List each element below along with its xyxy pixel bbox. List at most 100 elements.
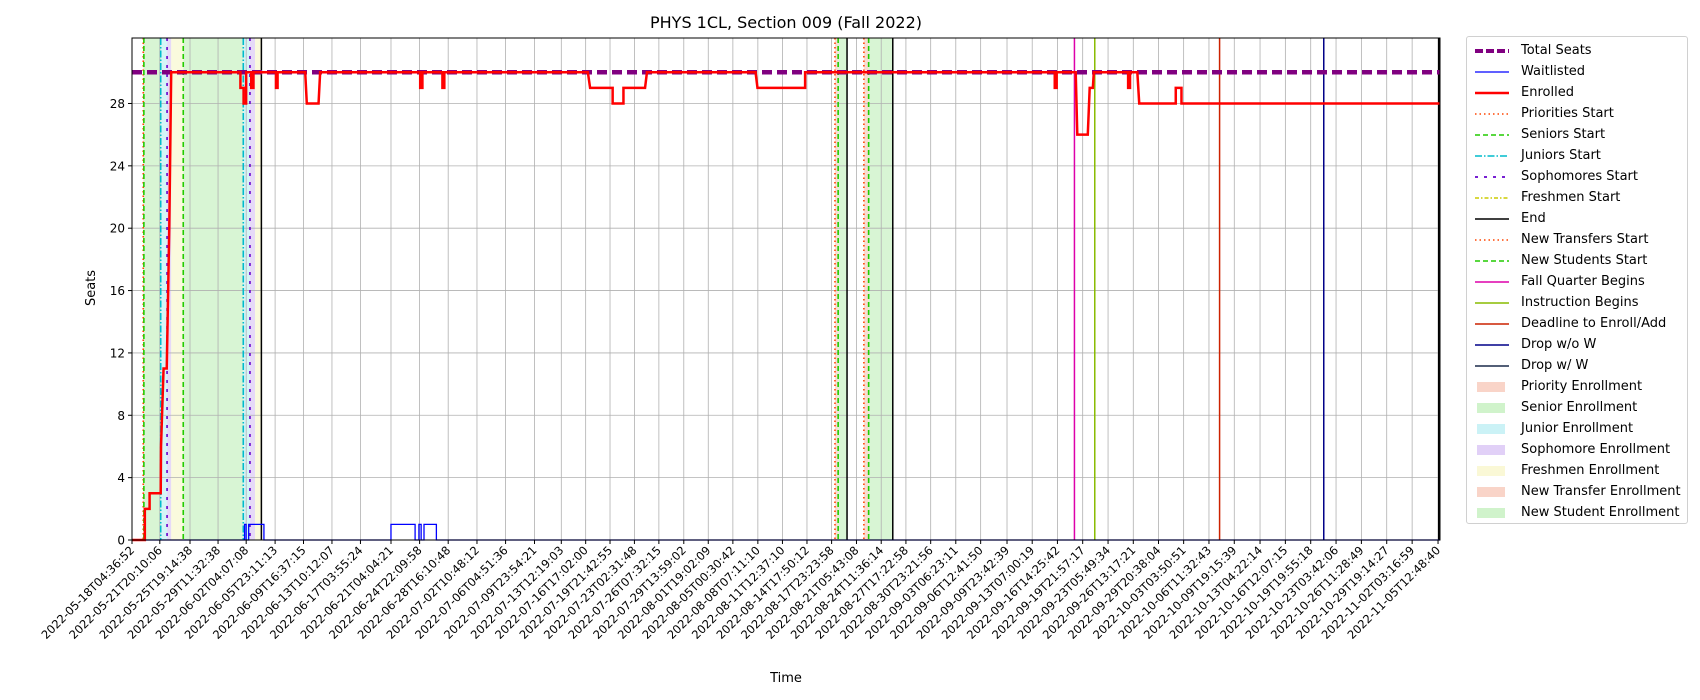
enrollment-chart: PHYS 1CL, Section 009 (Fall 2022) Seats … bbox=[38, 13, 1443, 686]
chart-legend: Total Seats Waitlisted Enrolled Priorities … bbox=[1466, 36, 1688, 524]
legend-swatch bbox=[1475, 280, 1509, 283]
data-series bbox=[132, 70, 1440, 542]
span-senior-enrollment bbox=[838, 38, 848, 540]
legend-swatch bbox=[1475, 322, 1509, 325]
series-enrolled bbox=[132, 71, 1440, 542]
legend-item: Sophomores Start bbox=[1467, 166, 1687, 187]
span-junior-enrollment bbox=[243, 38, 250, 540]
legend-swatch bbox=[1475, 196, 1509, 199]
legend-label: Waitlisted bbox=[1521, 64, 1586, 79]
legend-item: Freshmen Enrollment bbox=[1467, 460, 1687, 481]
enrollment-period-spans bbox=[143, 38, 893, 540]
legend-label: End bbox=[1521, 211, 1546, 226]
x-axis-label: Time bbox=[769, 671, 802, 686]
x-axis-ticks: 2022-05-18T04:36:522022-05-21T20:10:0620… bbox=[38, 540, 1443, 642]
legend-swatch bbox=[1475, 217, 1509, 220]
legend-item: New Transfers Start bbox=[1467, 229, 1687, 250]
y-tick-label: 0 bbox=[117, 534, 125, 548]
legend-label: Enrolled bbox=[1521, 85, 1574, 100]
y-tick-label: 16 bbox=[110, 284, 125, 298]
legend-item: Total Seats bbox=[1467, 40, 1687, 61]
y-tick-label: 20 bbox=[110, 222, 125, 236]
legend-swatch bbox=[1477, 381, 1505, 392]
legend-label: Instruction Begins bbox=[1521, 295, 1639, 310]
legend-swatch bbox=[1477, 402, 1505, 413]
legend-swatch bbox=[1475, 154, 1509, 157]
legend-label: Juniors Start bbox=[1521, 148, 1601, 163]
y-tick-label: 28 bbox=[110, 97, 125, 111]
legend-item: Fall Quarter Begins bbox=[1467, 271, 1687, 292]
legend-item: Drop w/ W bbox=[1467, 355, 1687, 376]
legend-item: Priorities Start bbox=[1467, 103, 1687, 124]
legend-label: Drop w/o W bbox=[1521, 337, 1597, 352]
span-junior-enrollment bbox=[160, 38, 168, 540]
y-tick-label: 24 bbox=[110, 159, 125, 173]
span-priority-enrollment bbox=[834, 38, 839, 540]
legend-item: Instruction Begins bbox=[1467, 292, 1687, 313]
legend-label: New Transfers Start bbox=[1521, 232, 1649, 247]
legend-item: Seniors Start bbox=[1467, 124, 1687, 145]
event-lines bbox=[142, 38, 1440, 540]
legend-label: Deadline to Enroll/Add bbox=[1521, 316, 1667, 331]
chart-title: PHYS 1CL, Section 009 (Fall 2022) bbox=[650, 13, 922, 32]
legend-swatch bbox=[1475, 48, 1509, 53]
legend-swatch bbox=[1475, 259, 1509, 262]
span-new-student-enrollment bbox=[868, 38, 893, 540]
legend-item: Juniors Start bbox=[1467, 145, 1687, 166]
y-tick-label: 12 bbox=[110, 346, 125, 360]
legend-label: Freshmen Start bbox=[1521, 190, 1621, 205]
legend-swatch bbox=[1475, 238, 1509, 241]
legend-item: Senior Enrollment bbox=[1467, 397, 1687, 418]
legend-item: End bbox=[1467, 208, 1687, 229]
legend-label: New Student Enrollment bbox=[1521, 505, 1680, 520]
legend-swatch bbox=[1477, 486, 1505, 497]
legend-label: Freshmen Enrollment bbox=[1521, 463, 1660, 478]
legend-label: Priority Enrollment bbox=[1521, 379, 1643, 394]
legend-item: Enrolled bbox=[1467, 82, 1687, 103]
legend-swatch bbox=[1477, 465, 1505, 476]
legend-swatch bbox=[1475, 301, 1509, 304]
legend-item: New Student Enrollment bbox=[1467, 502, 1687, 523]
span-freshmen-enrollment bbox=[171, 38, 184, 540]
legend-swatch bbox=[1475, 343, 1509, 346]
legend-swatch bbox=[1477, 507, 1505, 518]
legend-swatch bbox=[1477, 444, 1505, 455]
y-axis-label: Seats bbox=[84, 270, 99, 306]
legend-item: Priority Enrollment bbox=[1467, 376, 1687, 397]
legend-swatch bbox=[1475, 70, 1509, 73]
legend-swatch bbox=[1475, 175, 1509, 178]
legend-swatch bbox=[1475, 133, 1509, 136]
legend-swatch bbox=[1475, 112, 1509, 115]
legend-label: Drop w/ W bbox=[1521, 358, 1589, 373]
span-senior-enrollment bbox=[143, 38, 161, 540]
legend-label: Total Seats bbox=[1521, 43, 1592, 58]
legend-item: Deadline to Enroll/Add bbox=[1467, 313, 1687, 334]
legend-label: Senior Enrollment bbox=[1521, 400, 1638, 415]
legend-swatch bbox=[1477, 423, 1505, 434]
legend-item: Waitlisted bbox=[1467, 61, 1687, 82]
y-tick-label: 8 bbox=[117, 409, 125, 423]
legend-item: New Students Start bbox=[1467, 250, 1687, 271]
legend-item: Drop w/o W bbox=[1467, 334, 1687, 355]
legend-label: Fall Quarter Begins bbox=[1521, 274, 1645, 289]
series-waitlisted bbox=[132, 523, 1440, 541]
span-new-transfer-enrollment bbox=[863, 38, 869, 540]
legend-label: New Students Start bbox=[1521, 253, 1648, 268]
legend-label: Priorities Start bbox=[1521, 106, 1614, 121]
grid-lines bbox=[131, 38, 1440, 541]
legend-item: Junior Enrollment bbox=[1467, 418, 1687, 439]
legend-item: Sophomore Enrollment bbox=[1467, 439, 1687, 460]
legend-item: New Transfer Enrollment bbox=[1467, 481, 1687, 502]
legend-label: Seniors Start bbox=[1521, 127, 1606, 142]
legend-label: Junior Enrollment bbox=[1521, 421, 1634, 436]
plot-frame bbox=[131, 37, 1441, 541]
legend-label: New Transfer Enrollment bbox=[1521, 484, 1681, 499]
legend-label: Sophomore Enrollment bbox=[1521, 442, 1671, 457]
legend-swatch bbox=[1475, 364, 1509, 367]
y-tick-label: 4 bbox=[117, 471, 125, 485]
span-senior-enrollment bbox=[183, 38, 244, 540]
legend-label: Sophomores Start bbox=[1521, 169, 1638, 184]
y-axis-ticks: 0 4 8 12 16 20 24 28 bbox=[110, 97, 132, 548]
span-freshmen-enrollment bbox=[255, 38, 262, 540]
span-sophomore-enrollment bbox=[249, 38, 256, 540]
